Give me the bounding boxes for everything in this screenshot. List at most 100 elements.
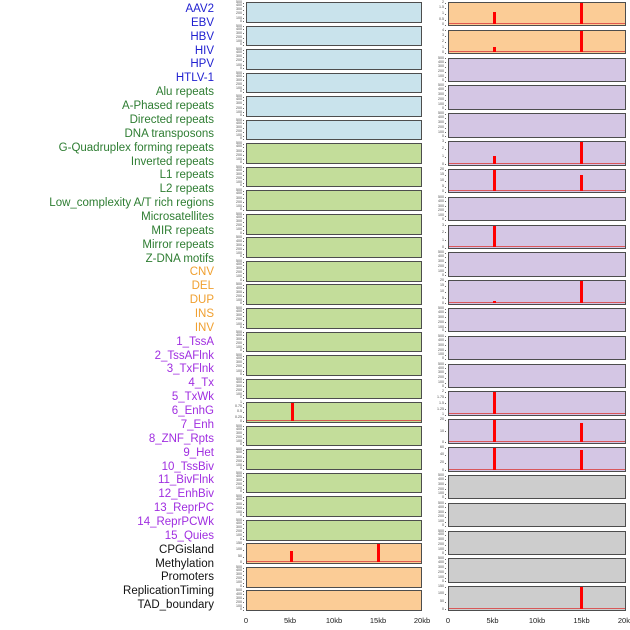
ytick-label: 200 bbox=[236, 199, 244, 204]
ytick-label: 100 bbox=[236, 509, 244, 514]
ytick-label: 400 bbox=[236, 262, 244, 267]
ytick-label: 400 bbox=[236, 238, 244, 243]
track-mirror-repeats[interactable] bbox=[448, 447, 626, 472]
track-tad-boundary[interactable] bbox=[448, 586, 626, 611]
track-mirror-repeats[interactable] bbox=[246, 425, 422, 447]
track-z-dna-motifs[interactable] bbox=[448, 474, 626, 500]
ytick-label: 100 bbox=[236, 439, 244, 444]
track-g-quadruplex-forming-repeats[interactable] bbox=[448, 280, 626, 305]
track-hbv[interactable] bbox=[246, 49, 422, 70]
ytick-label: 2 bbox=[442, 39, 446, 44]
track-del[interactable] bbox=[448, 530, 626, 555]
track-hiv[interactable] bbox=[246, 72, 422, 94]
track-dna-transposons[interactable] bbox=[246, 213, 422, 235]
track-l2-repeats[interactable] bbox=[448, 363, 626, 389]
track-hbv[interactable] bbox=[448, 57, 626, 83]
ytick-label: 400 bbox=[236, 191, 244, 196]
track-baseline bbox=[449, 190, 625, 192]
track-g-quadruplex-forming-repeats[interactable] bbox=[246, 237, 422, 259]
ytick-label: 0 bbox=[240, 136, 244, 141]
row-label-methylation: Methylation bbox=[155, 557, 214, 570]
ytick-label: 200 bbox=[438, 319, 446, 324]
track-peak bbox=[492, 169, 496, 192]
ytick-label: 100 bbox=[236, 227, 244, 232]
track-hpv[interactable] bbox=[448, 113, 626, 138]
ytick-label: 20 bbox=[440, 278, 446, 283]
track-l1-repeats[interactable] bbox=[246, 284, 422, 306]
track-del[interactable] bbox=[246, 496, 422, 517]
track-microsatellites[interactable] bbox=[246, 355, 422, 376]
track-cpgisland[interactable] bbox=[246, 543, 422, 565]
track-htlv-1[interactable] bbox=[246, 119, 422, 141]
track-a-phased-repeats[interactable] bbox=[448, 196, 626, 222]
track-mir-repeats[interactable] bbox=[246, 378, 422, 400]
row-label-promoters: Promoters bbox=[160, 571, 214, 584]
ytick-label: 400 bbox=[236, 379, 244, 384]
ytick-label: 100 bbox=[236, 345, 244, 350]
track-cnv[interactable] bbox=[448, 502, 626, 528]
ytick-label: 100 bbox=[236, 533, 244, 538]
track-yaxis-22: 0 100 200 300 400 500 bbox=[222, 494, 244, 517]
track-mir-repeats[interactable] bbox=[448, 419, 626, 444]
ytick-label: 1 bbox=[442, 154, 446, 159]
ytick-label: 300 bbox=[438, 565, 446, 570]
ytick-label: 0 bbox=[442, 105, 446, 110]
ytick-label: 200 bbox=[236, 176, 244, 181]
track-dup[interactable] bbox=[448, 558, 626, 583]
track-peak bbox=[290, 550, 294, 563]
track-microsatellites[interactable] bbox=[448, 391, 626, 416]
row-label-low-complexity-a-t-rich-regions: Low_complexity A/T rich regions bbox=[49, 197, 214, 210]
track-yaxis-21: 0 100 200 300 400 500 bbox=[222, 471, 244, 494]
track-inverted-repeats[interactable] bbox=[448, 308, 626, 333]
track-directed-repeats[interactable] bbox=[246, 190, 422, 211]
row-label-13-reprpc: 13_ReprPC bbox=[153, 502, 214, 515]
track-promoters[interactable] bbox=[246, 590, 422, 612]
track-inverted-repeats[interactable] bbox=[246, 260, 422, 282]
track-ins[interactable] bbox=[246, 402, 422, 423]
track-yaxis-17: 0 20 40 60 bbox=[424, 445, 446, 471]
ytick-label: 0.25 bbox=[235, 414, 244, 419]
track-l2-repeats[interactable] bbox=[246, 308, 422, 329]
ytick-label: 50 bbox=[238, 554, 244, 559]
ytick-label: 300 bbox=[438, 203, 446, 208]
track-yaxis-8: 0 100 200 300 400 500 bbox=[222, 165, 244, 188]
ytick-label: 300 bbox=[438, 92, 446, 97]
track-dup[interactable] bbox=[246, 519, 422, 541]
track-methylation[interactable] bbox=[246, 566, 422, 588]
track-z-dna-motifs[interactable] bbox=[246, 449, 422, 470]
track-htlv-1[interactable] bbox=[448, 141, 626, 166]
ytick-label: 100 bbox=[236, 86, 244, 91]
track-directed-repeats[interactable] bbox=[448, 224, 626, 249]
ytick-label: 300 bbox=[236, 478, 244, 483]
ytick-label: 500 bbox=[438, 83, 446, 88]
ytick-label: 500 bbox=[236, 376, 244, 381]
ytick-label: 10 bbox=[440, 289, 446, 294]
ytick-label: 400 bbox=[438, 59, 446, 64]
ytick-label: 200 bbox=[236, 458, 244, 463]
track-hiv[interactable] bbox=[448, 85, 626, 110]
track-alu-repeats[interactable] bbox=[448, 168, 626, 194]
row-label-4-tx: 4_Tx bbox=[188, 377, 214, 390]
track-yaxis-10: 0 100 200 300 400 500 bbox=[222, 212, 244, 235]
row-label-7-enh: 7_Enh bbox=[180, 418, 214, 431]
track-hpv[interactable] bbox=[246, 96, 422, 117]
track-yaxis-15: 0 100 200 300 400 500 bbox=[222, 330, 244, 353]
track-ebv[interactable] bbox=[448, 29, 626, 55]
ytick-label: 0.75 bbox=[235, 404, 244, 409]
track-low-complexity-a-t-rich-regions[interactable] bbox=[246, 331, 422, 353]
track-dna-transposons[interactable] bbox=[448, 252, 626, 277]
track-cnv[interactable] bbox=[246, 472, 422, 494]
track-l1-repeats[interactable] bbox=[448, 335, 626, 361]
track-aav2[interactable] bbox=[246, 2, 422, 23]
ytick-label: 500 bbox=[236, 494, 244, 499]
row-label-inverted-repeats: Inverted repeats bbox=[130, 155, 214, 168]
track-yaxis-15: 1 1.25 1.5 1.75 2 bbox=[424, 390, 446, 416]
ytick-label: 300 bbox=[236, 101, 244, 106]
track-a-phased-repeats[interactable] bbox=[246, 166, 422, 188]
track-ebv[interactable] bbox=[246, 25, 422, 47]
track-alu-repeats[interactable] bbox=[246, 143, 422, 164]
ytick-label: 100 bbox=[438, 324, 446, 329]
track-yaxis-1: 0 0.5 1 1.5 2 bbox=[424, 0, 446, 26]
track-aav2[interactable] bbox=[448, 2, 626, 27]
